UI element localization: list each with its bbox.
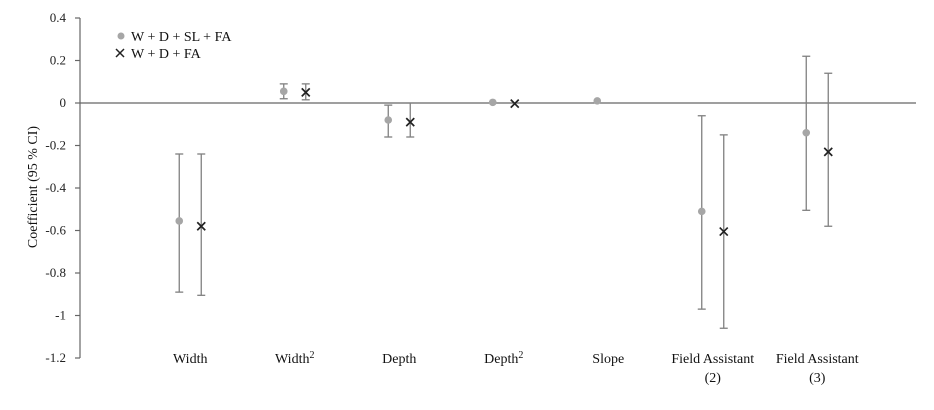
y-axis-title: Coefficient (95 % CI) xyxy=(26,126,41,249)
series-layer xyxy=(175,55,833,329)
y-tick-label: -0.2 xyxy=(45,138,66,153)
error-bar xyxy=(197,153,206,296)
data-point-x xyxy=(719,226,729,237)
category-label: Slope xyxy=(592,352,624,367)
category-superscript: 2 xyxy=(518,350,523,361)
legend: W + D + SL + FA W + D + FA xyxy=(115,30,232,62)
category-label: Field Assistant xyxy=(776,352,859,367)
category-label: Depth xyxy=(382,352,416,367)
data-point-circle xyxy=(279,87,288,96)
data-point-circle xyxy=(593,97,602,105)
category-label: Depth2 xyxy=(484,350,523,368)
category-labels: Width Width2 Depth Depth2 Slope Field Assista… xyxy=(173,350,859,387)
y-tick-label: -0.6 xyxy=(45,223,66,238)
data-point-x xyxy=(510,99,520,109)
data-point-x xyxy=(405,117,415,127)
legend-circle-marker xyxy=(117,32,125,40)
error-bar xyxy=(824,72,833,227)
y-tick-label: -1 xyxy=(55,308,66,323)
category-label: Width xyxy=(173,352,207,367)
data-point-x xyxy=(196,221,206,231)
y-tick-label: 0 xyxy=(60,95,67,110)
y-tick-label: 0.2 xyxy=(50,53,66,68)
y-tick-label: -0.4 xyxy=(45,180,66,195)
data-point-circle xyxy=(802,128,811,137)
legend-x-marker xyxy=(115,48,125,58)
y-tick-label: -0.8 xyxy=(45,265,66,280)
y-tick-label: 0.4 xyxy=(50,10,67,25)
legend-label-series-1: W + D + SL + FA xyxy=(131,30,232,45)
data-point-circle xyxy=(175,217,184,225)
data-point-circle xyxy=(488,98,497,107)
category-label: Field Assistant xyxy=(671,352,754,367)
category-label-line2: (3) xyxy=(809,371,826,386)
category-superscript: 2 xyxy=(309,350,314,361)
data-point-x xyxy=(823,147,833,157)
y-tick-label: -1.2 xyxy=(45,350,66,365)
error-bar xyxy=(406,102,415,138)
category-label-line2: (2) xyxy=(705,371,722,386)
legend-label-series-2: W + D + FA xyxy=(131,47,202,62)
data-point-circle xyxy=(384,116,393,124)
data-point-x xyxy=(301,87,311,97)
data-point-circle xyxy=(697,207,706,216)
y-axis: 0.4 0.2 0 -0.2 -0.4 -0.6 -0.8 -1 -1.2 xyxy=(45,10,81,365)
category-label: Width2 xyxy=(275,350,314,368)
